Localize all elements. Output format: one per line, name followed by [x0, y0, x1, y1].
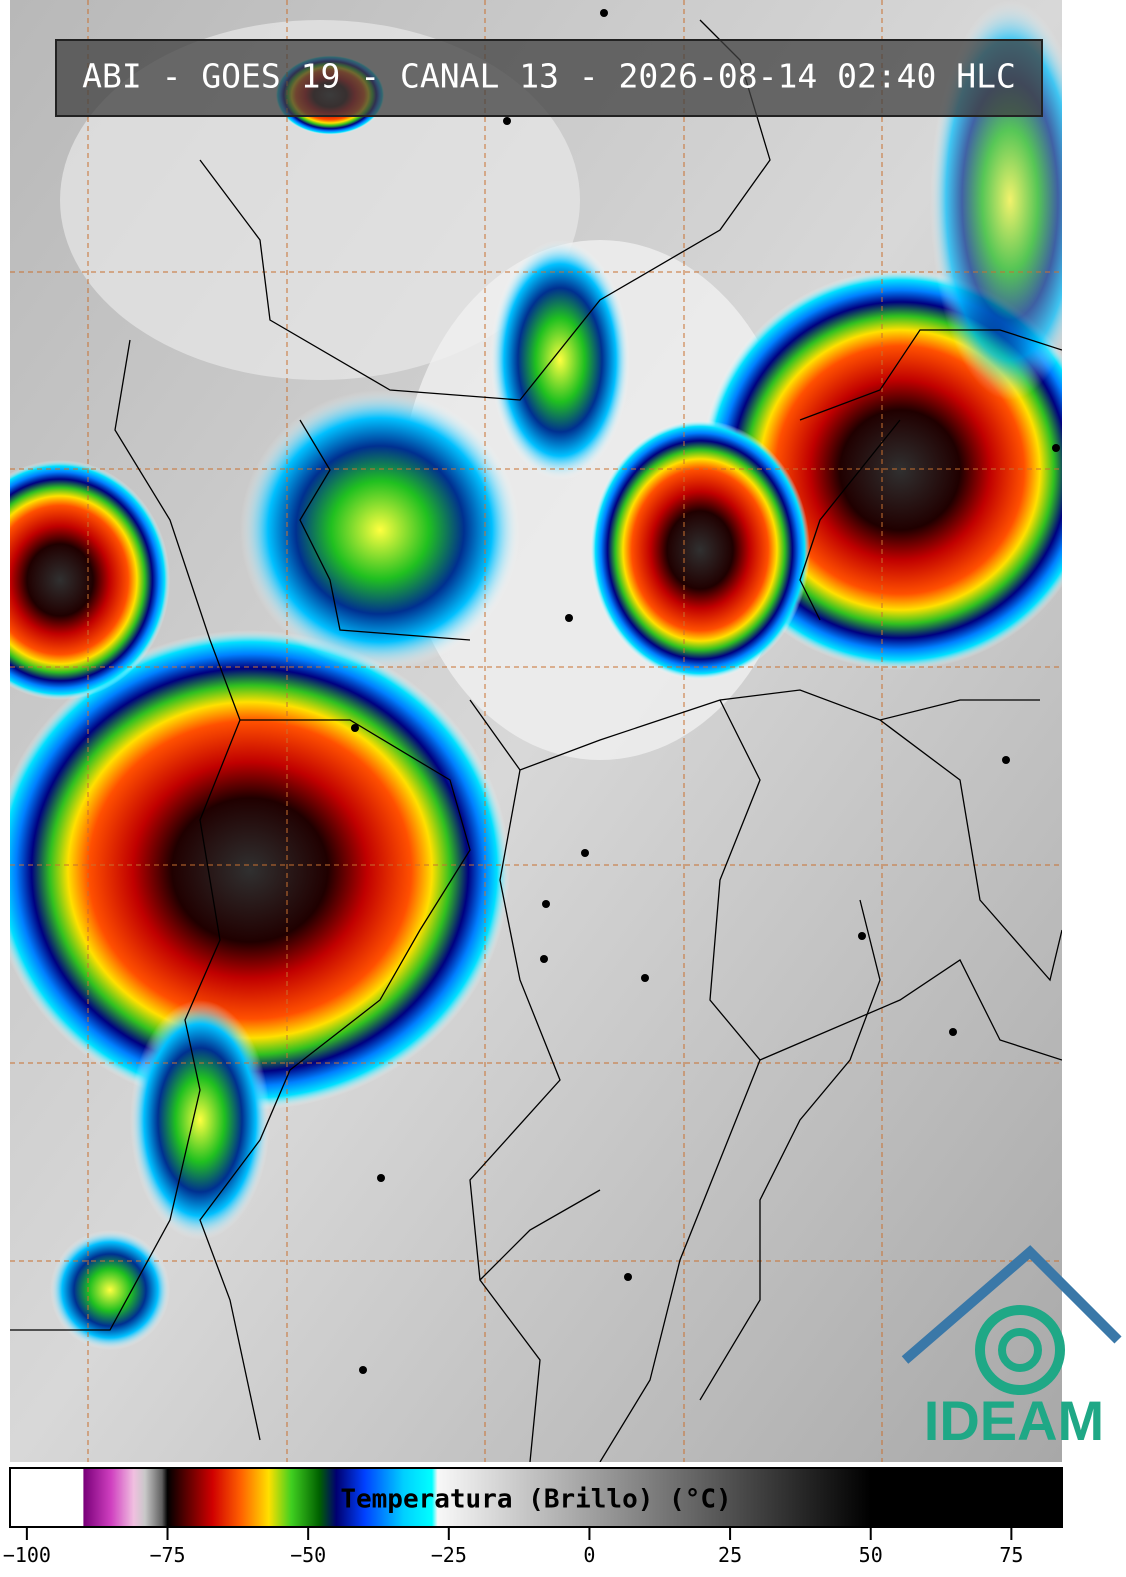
- title-box: [55, 39, 1043, 117]
- tick-label: 0: [583, 1543, 595, 1567]
- logo-text: IDEAM: [924, 1389, 1104, 1452]
- logo: IDEAM: [901, 1245, 1122, 1452]
- colorbar: [9, 1467, 1063, 1528]
- tick-label: 50: [859, 1543, 883, 1567]
- title: ABI - GOES 19 - CANAL 13 - 2026-08-14 02…: [82, 57, 1016, 96]
- colorbar-label: Temperatura (Brillo) (°C): [340, 1485, 731, 1515]
- tick-label: 25: [718, 1543, 742, 1567]
- city-markers: [351, 9, 1060, 1374]
- colorbar-ticks: −100 −75 −50 −25 0 25 50 75: [3, 1527, 1023, 1567]
- tick-label: −25: [431, 1543, 467, 1567]
- tick-label: 75: [999, 1543, 1023, 1567]
- tick-label: −75: [149, 1543, 185, 1567]
- map: [10, 0, 1062, 1462]
- tick-label: −100: [3, 1543, 51, 1567]
- tick-label: −50: [290, 1543, 326, 1567]
- graticule: [10, 0, 1062, 1462]
